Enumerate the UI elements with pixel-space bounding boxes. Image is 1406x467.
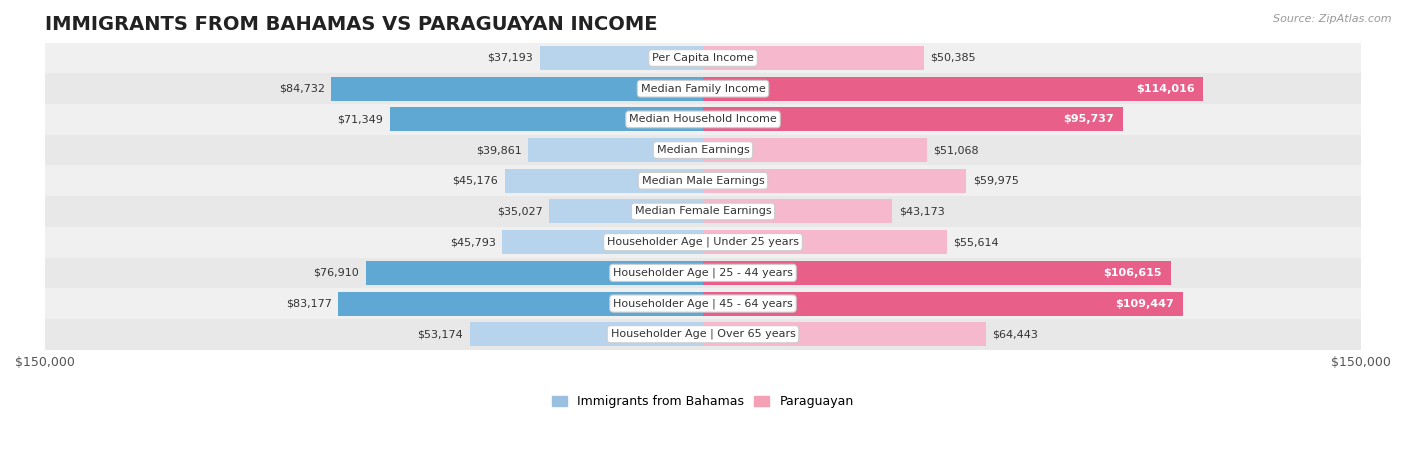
Text: Median Earnings: Median Earnings: [657, 145, 749, 155]
Bar: [703, 77, 1204, 101]
Text: $53,174: $53,174: [418, 329, 463, 339]
Bar: [366, 261, 703, 285]
Text: $114,016: $114,016: [1136, 84, 1195, 94]
Bar: [505, 169, 703, 193]
Bar: [550, 199, 703, 223]
Text: Median Household Income: Median Household Income: [628, 114, 778, 124]
Text: $59,975: $59,975: [973, 176, 1018, 186]
Text: Median Female Earnings: Median Female Earnings: [634, 206, 772, 217]
Bar: [45, 257, 1361, 288]
Bar: [45, 134, 1361, 165]
Text: $84,732: $84,732: [278, 84, 325, 94]
Bar: [703, 230, 948, 254]
Text: Per Capita Income: Per Capita Income: [652, 53, 754, 63]
Bar: [703, 107, 1123, 131]
Text: Householder Age | 45 - 64 years: Householder Age | 45 - 64 years: [613, 298, 793, 309]
Bar: [332, 77, 703, 101]
Bar: [45, 227, 1361, 257]
Text: Householder Age | Over 65 years: Householder Age | Over 65 years: [610, 329, 796, 340]
Bar: [45, 42, 1361, 73]
Bar: [337, 291, 703, 316]
Text: $71,349: $71,349: [337, 114, 384, 124]
Text: $64,443: $64,443: [993, 329, 1038, 339]
Bar: [45, 165, 1361, 196]
Text: $50,385: $50,385: [931, 53, 976, 63]
Legend: Immigrants from Bahamas, Paraguayan: Immigrants from Bahamas, Paraguayan: [547, 390, 859, 413]
Text: $37,193: $37,193: [488, 53, 533, 63]
Bar: [540, 46, 703, 70]
Bar: [703, 199, 893, 223]
Bar: [45, 73, 1361, 104]
Text: $45,176: $45,176: [453, 176, 498, 186]
Text: $43,173: $43,173: [898, 206, 945, 217]
Bar: [703, 291, 1184, 316]
Bar: [470, 322, 703, 346]
Bar: [389, 107, 703, 131]
Text: $45,793: $45,793: [450, 237, 495, 247]
Text: Source: ZipAtlas.com: Source: ZipAtlas.com: [1274, 14, 1392, 24]
Bar: [703, 46, 924, 70]
Bar: [45, 319, 1361, 350]
Bar: [703, 261, 1171, 285]
Text: Median Male Earnings: Median Male Earnings: [641, 176, 765, 186]
Bar: [703, 169, 966, 193]
Bar: [529, 138, 703, 162]
Bar: [45, 196, 1361, 227]
Text: $83,177: $83,177: [285, 298, 332, 309]
Bar: [45, 288, 1361, 319]
Text: Householder Age | 25 - 44 years: Householder Age | 25 - 44 years: [613, 268, 793, 278]
Text: IMMIGRANTS FROM BAHAMAS VS PARAGUAYAN INCOME: IMMIGRANTS FROM BAHAMAS VS PARAGUAYAN IN…: [45, 15, 658, 34]
Bar: [502, 230, 703, 254]
Text: $106,615: $106,615: [1104, 268, 1161, 278]
Bar: [703, 138, 927, 162]
Bar: [703, 322, 986, 346]
Bar: [45, 104, 1361, 134]
Text: Median Family Income: Median Family Income: [641, 84, 765, 94]
Text: $51,068: $51,068: [934, 145, 979, 155]
Text: $55,614: $55,614: [953, 237, 1000, 247]
Text: $39,861: $39,861: [475, 145, 522, 155]
Text: $109,447: $109,447: [1115, 298, 1174, 309]
Text: Householder Age | Under 25 years: Householder Age | Under 25 years: [607, 237, 799, 248]
Text: $76,910: $76,910: [314, 268, 359, 278]
Text: $35,027: $35,027: [496, 206, 543, 217]
Text: $95,737: $95,737: [1063, 114, 1114, 124]
